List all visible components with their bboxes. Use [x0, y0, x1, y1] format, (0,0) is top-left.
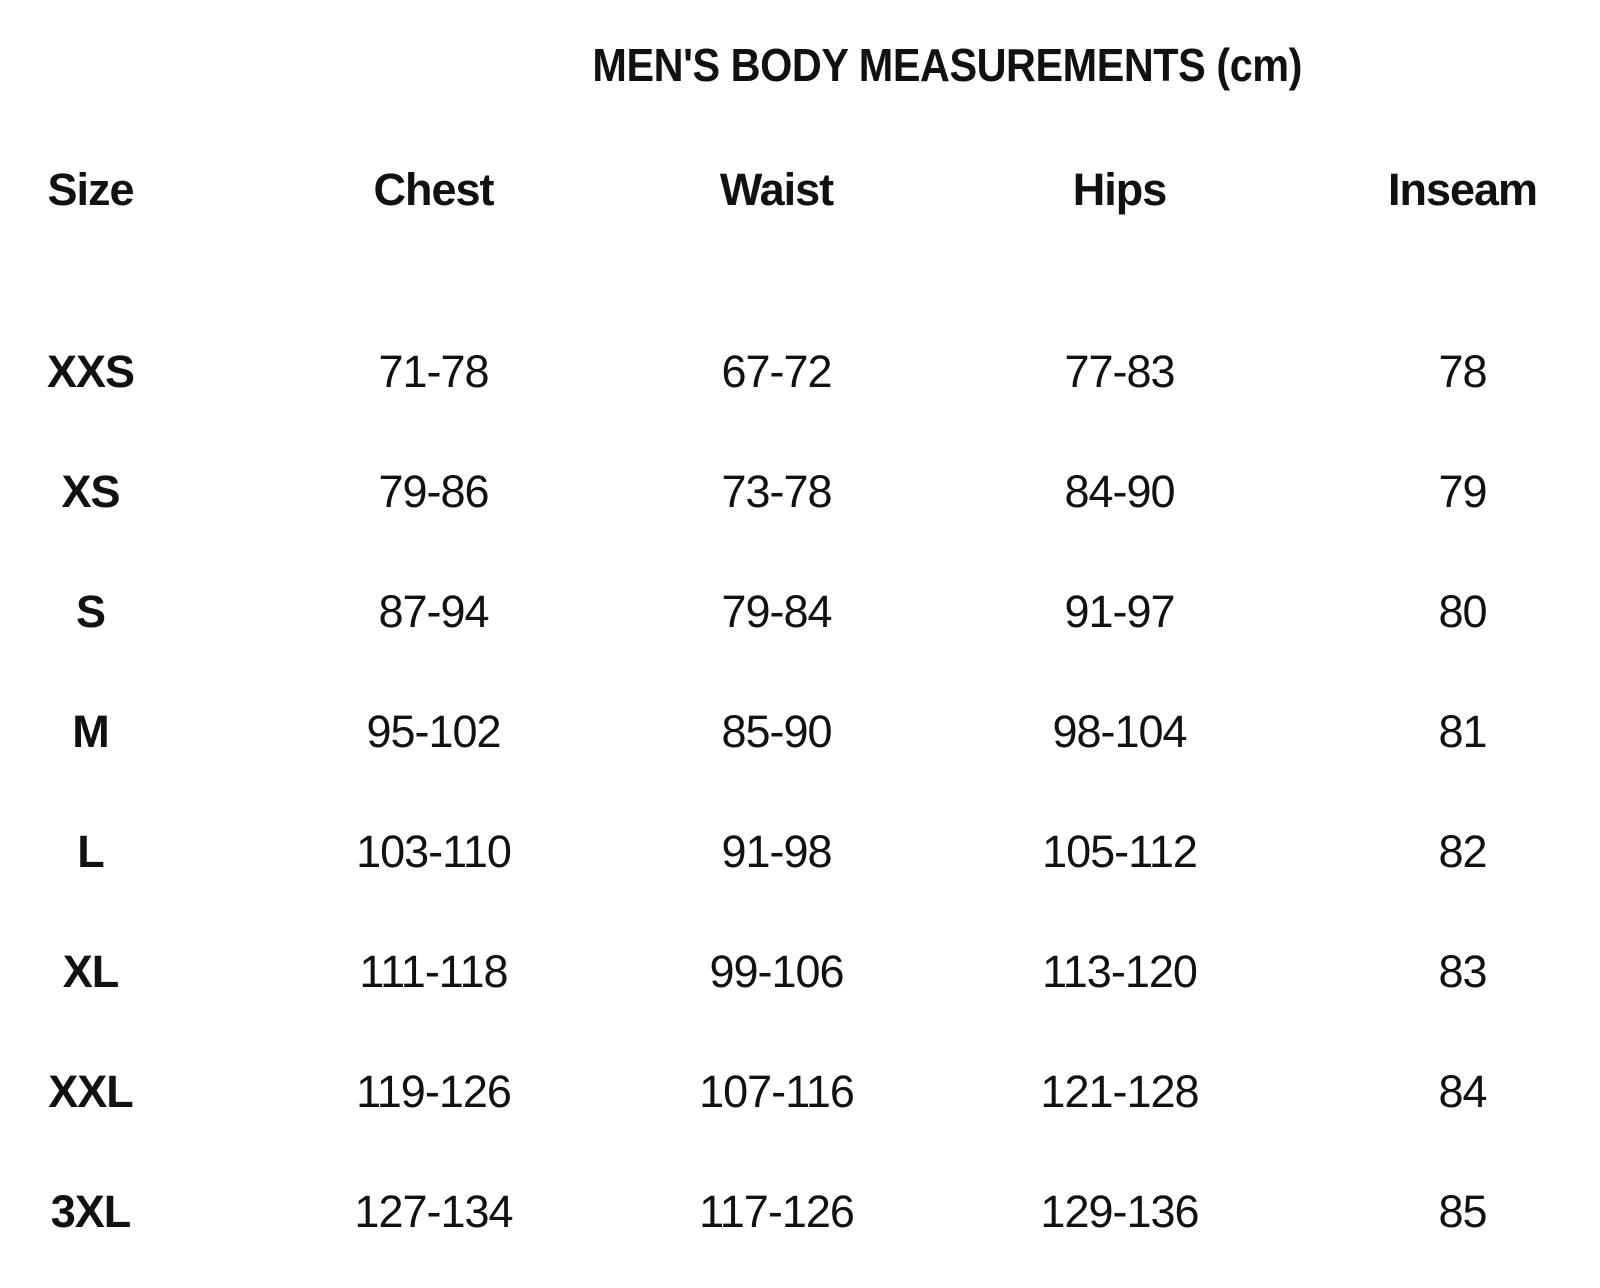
- cell-hips: 113-120: [1042, 946, 1198, 997]
- cell-chest: 119-126: [356, 1066, 512, 1117]
- cell-hips: 84-90: [1064, 466, 1175, 517]
- cell-hips: 105-112: [1042, 826, 1198, 877]
- table-row-3xl: 3XL 127-134 117-126 129-136 85: [0, 1152, 1600, 1272]
- cell-inseam: 80: [1438, 586, 1487, 637]
- table-row-xxl: XXL 119-126 107-116 121-128 84: [0, 1032, 1600, 1152]
- chart-title-align: MEN'S BODY MEASUREMENTS (cm): [0, 38, 1600, 92]
- cell-waist: 117-126: [699, 1186, 855, 1237]
- cell-waist: 67-72: [721, 346, 832, 397]
- column-header-size: Size: [47, 164, 134, 215]
- cell-chest: 111-118: [359, 946, 508, 997]
- cell-inseam: 84: [1438, 1066, 1487, 1117]
- cell-size: M: [72, 706, 110, 757]
- cell-waist: 85-90: [721, 706, 832, 757]
- column-header-inseam: Inseam: [1387, 164, 1538, 215]
- cell-hips: 91-97: [1064, 586, 1175, 637]
- column-header-chest: Chest: [373, 164, 494, 215]
- cell-chest: 87-94: [378, 586, 489, 637]
- cell-waist: 79-84: [721, 586, 832, 637]
- cell-size: L: [77, 826, 105, 877]
- cell-inseam: 81: [1438, 706, 1487, 757]
- cell-hips: 98-104: [1052, 706, 1187, 757]
- cell-waist: 91-98: [721, 826, 832, 877]
- table-row-xl: XL 111-118 99-106 113-120 83: [0, 912, 1600, 1032]
- cell-chest: 103-110: [356, 826, 512, 877]
- size-chart-table: Size Chest Waist Hips Inseam XXS 71-78 6…: [0, 130, 1600, 1272]
- cell-waist: 73-78: [721, 466, 832, 517]
- cell-hips: 121-128: [1040, 1066, 1199, 1117]
- table-row-m: M 95-102 85-90 98-104 81: [0, 672, 1600, 792]
- cell-hips: 129-136: [1040, 1186, 1199, 1237]
- cell-size: S: [75, 586, 106, 637]
- header-row: Size Chest Waist Hips Inseam: [0, 130, 1600, 250]
- cell-chest: 127-134: [354, 1186, 513, 1237]
- cell-size: 3XL: [50, 1186, 132, 1237]
- cell-size: XXL: [48, 1066, 134, 1117]
- cell-chest: 95-102: [366, 706, 501, 757]
- cell-inseam: 85: [1438, 1186, 1487, 1237]
- cell-inseam: 83: [1438, 946, 1487, 997]
- table-row-xs: XS 79-86 73-78 84-90 79: [0, 432, 1600, 552]
- table-row-s: S 87-94 79-84 91-97 80: [0, 552, 1600, 672]
- column-header-waist: Waist: [719, 164, 834, 215]
- cell-waist: 99-106: [709, 946, 844, 997]
- cell-inseam: 78: [1438, 346, 1487, 397]
- cell-inseam: 82: [1438, 826, 1487, 877]
- cell-inseam: 79: [1438, 466, 1487, 517]
- cell-chest: 79-86: [378, 466, 489, 517]
- header-gap: [0, 250, 1600, 312]
- column-header-hips: Hips: [1072, 164, 1168, 215]
- cell-chest: 71-78: [378, 346, 489, 397]
- page-title: MEN'S BODY MEASUREMENTS (cm): [592, 39, 1302, 91]
- table-row-l: L 103-110 91-98 105-112 82: [0, 792, 1600, 912]
- cell-hips: 77-83: [1064, 346, 1175, 397]
- cell-waist: 107-116: [699, 1066, 855, 1117]
- chart-title-row: MEN'S BODY MEASUREMENTS (cm): [0, 0, 1600, 130]
- cell-size: XXS: [46, 346, 135, 397]
- cell-size: XS: [61, 466, 120, 517]
- cell-size: XL: [62, 946, 120, 997]
- table-row-xxs: XXS 71-78 67-72 77-83 78: [0, 312, 1600, 432]
